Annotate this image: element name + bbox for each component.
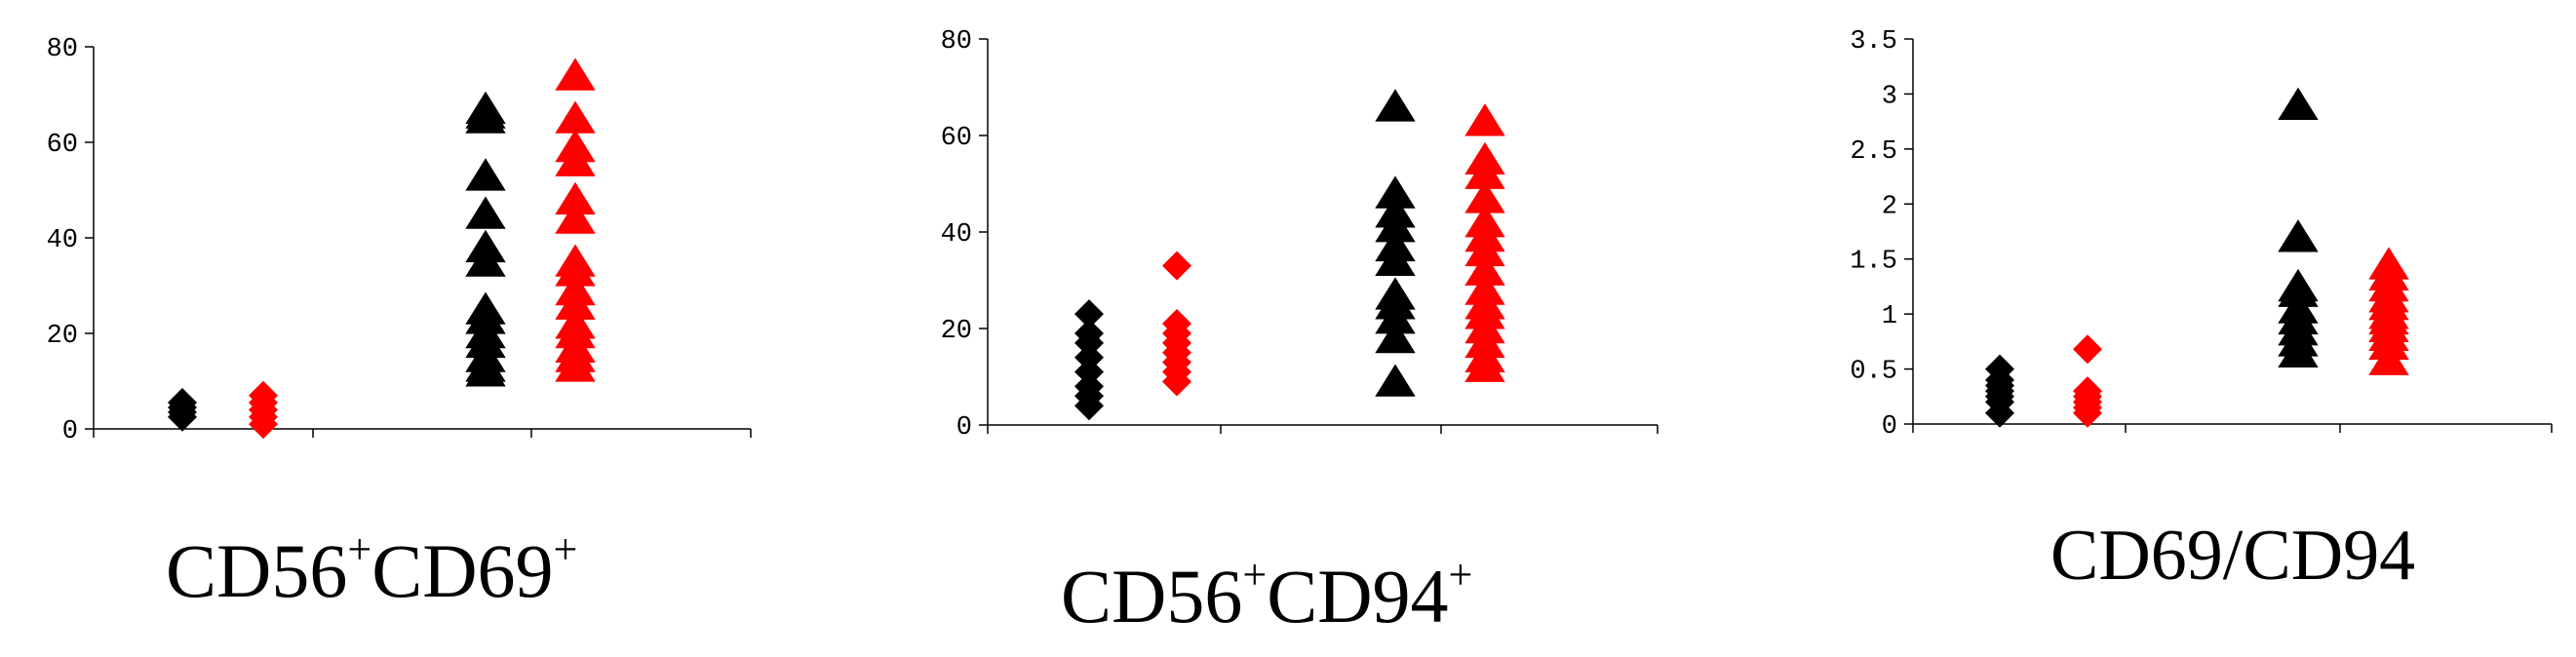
y-tick-label: 80 — [47, 35, 78, 64]
y-tick-label: 60 — [941, 124, 972, 153]
data-point-triangle — [555, 272, 596, 306]
chart-title-superscript: + — [347, 525, 371, 573]
data-point-triangle — [555, 244, 596, 277]
y-tick-label: 20 — [941, 317, 972, 346]
data-point-triangle — [555, 181, 596, 215]
data-point-triangle — [555, 100, 596, 134]
chart-title-part: CD94 — [1267, 554, 1448, 638]
data-point-triangle — [555, 129, 596, 163]
data-point-triangle — [1375, 320, 1416, 354]
data-point-triangle — [1464, 141, 1505, 175]
data-point-triangle — [465, 91, 506, 124]
data-point-triangle — [1464, 103, 1505, 136]
data-point-triangle — [465, 291, 506, 325]
y-tick-label: 1 — [1882, 302, 1897, 331]
y-tick-label: 0 — [62, 417, 78, 446]
data-point-triangle — [465, 229, 506, 263]
data-point-triangle — [1375, 89, 1416, 122]
data-point-triangle — [1464, 252, 1505, 286]
data-point-diamond — [2073, 334, 2102, 365]
data-point-triangle — [1375, 175, 1416, 209]
data-point-triangle — [465, 196, 506, 229]
data-point-triangle — [1375, 228, 1416, 262]
data-point-triangle — [1375, 364, 1416, 397]
data-point-triangle — [1375, 195, 1416, 228]
data-point-triangle — [2278, 87, 2319, 121]
data-point-diamond — [1074, 318, 1104, 348]
data-point-diamond — [1074, 299, 1104, 329]
panels: 020406080CD56+CD69+020406080CD56+CD94+00… — [47, 27, 2553, 638]
data-point-triangle — [2278, 290, 2319, 324]
y-tick-label: 0.5 — [1850, 358, 1897, 387]
chart-title-superscript: + — [1449, 551, 1473, 599]
data-point-diamond — [1985, 354, 2014, 384]
y-tick-label: 3 — [1882, 82, 1897, 111]
chart-title: CD56+CD94+ — [1061, 551, 1472, 638]
y-tick-label: 80 — [941, 27, 972, 57]
data-point-triangle — [2368, 247, 2409, 280]
y-tick-label: 20 — [47, 322, 78, 351]
y-tick-label: 3.5 — [1850, 27, 1897, 57]
data-point-triangle — [1464, 272, 1505, 305]
data-point-diamond — [1162, 251, 1191, 281]
y-tick-label: 60 — [47, 131, 78, 160]
y-tick-label: 0 — [1882, 412, 1897, 442]
data-point-triangle — [1464, 205, 1505, 238]
data-point-triangle — [555, 201, 596, 234]
data-point-diamond — [2073, 376, 2102, 406]
chart-title-part: CD69/CD94 — [2050, 516, 2415, 596]
data-point-triangle — [1375, 277, 1416, 310]
data-point-diamond — [168, 388, 197, 418]
chart-title-part: CD69 — [371, 528, 553, 613]
chart-title: CD69/CD94 — [2050, 516, 2415, 596]
y-tick-label: 2.5 — [1850, 137, 1897, 167]
chart-title-superscript: + — [1242, 551, 1267, 599]
y-tick-label: 0 — [956, 413, 972, 443]
chart-title: CD56+CD69+ — [166, 525, 577, 613]
data-point-triangle — [555, 58, 596, 91]
data-point-triangle — [555, 306, 596, 339]
y-tick-label: 40 — [47, 226, 78, 255]
data-point-triangle — [2278, 219, 2319, 252]
chart-panel-3: 0 0.5 1 1.5 2 2.5 3 3.5 CD69/CD94 — [1850, 27, 2553, 596]
y-tick-label: 1.5 — [1850, 248, 1897, 277]
data-point-triangle — [2278, 268, 2319, 302]
data-point-diamond — [1162, 309, 1191, 339]
chart-title-part: CD56 — [1061, 554, 1242, 638]
y-tick-label: 40 — [941, 220, 972, 250]
chart-title-superscript: + — [554, 525, 578, 573]
chart-title-part: CD56 — [166, 528, 347, 613]
data-point-triangle — [1464, 180, 1505, 213]
data-point-diamond — [249, 380, 278, 410]
y-tick-label: 2 — [1882, 192, 1897, 221]
data-point-triangle — [465, 158, 506, 191]
